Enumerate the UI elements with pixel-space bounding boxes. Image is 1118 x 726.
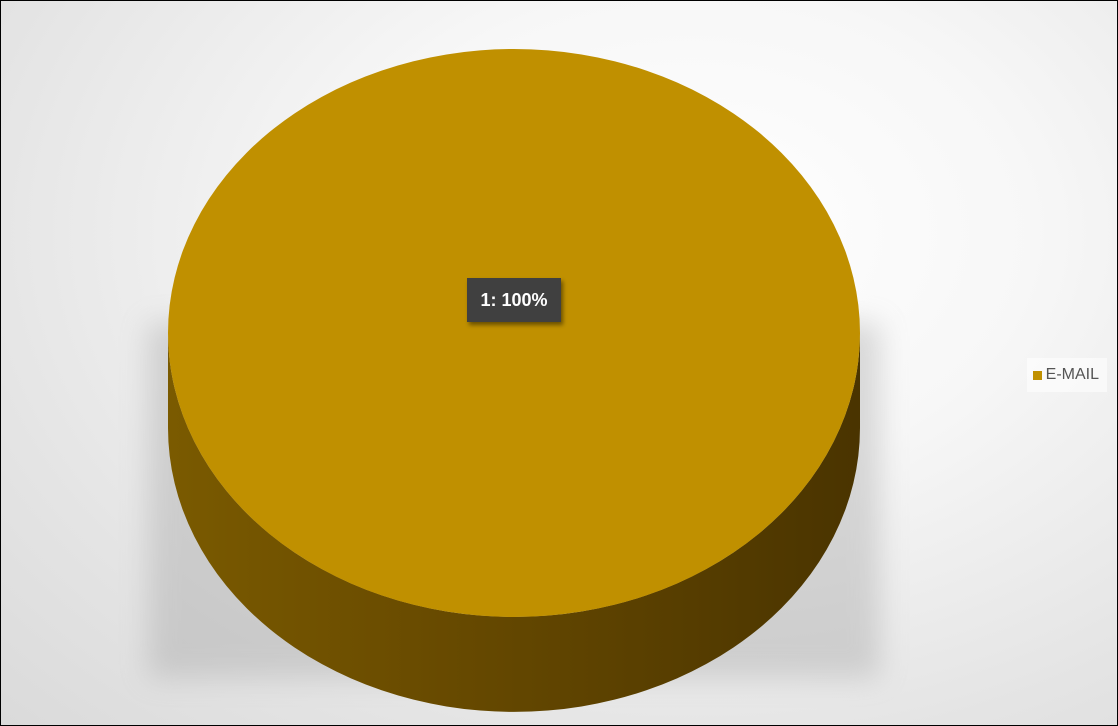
pie-slice-e-mail xyxy=(168,49,860,617)
pie-slice-side-e-mail xyxy=(168,333,860,712)
legend: E-MAIL xyxy=(1026,358,1107,392)
legend-swatch xyxy=(1032,370,1042,380)
data-label-e-mail: 1: 100% xyxy=(467,278,561,322)
data-label-box xyxy=(467,278,561,322)
pie-slices xyxy=(168,49,860,712)
pie-data-labels: 1: 100% xyxy=(467,278,561,322)
legend-label-email: E-MAIL xyxy=(1045,366,1099,383)
data-label-text: 1: 100% xyxy=(480,290,547,310)
